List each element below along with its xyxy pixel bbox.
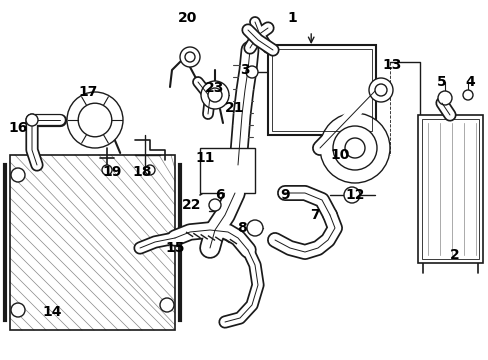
Text: 4: 4 <box>464 75 474 89</box>
Text: 11: 11 <box>195 151 214 165</box>
Text: 5: 5 <box>436 75 446 89</box>
Text: 19: 19 <box>102 165 122 179</box>
Circle shape <box>207 88 222 102</box>
Text: 17: 17 <box>78 85 98 99</box>
Text: 3: 3 <box>240 63 249 77</box>
Circle shape <box>368 78 392 102</box>
Circle shape <box>462 90 472 100</box>
Text: 18: 18 <box>132 165 151 179</box>
Circle shape <box>343 187 359 203</box>
Bar <box>200 148 254 193</box>
Text: 7: 7 <box>309 208 319 222</box>
Text: 20: 20 <box>178 11 197 25</box>
Circle shape <box>78 103 112 137</box>
Bar <box>267 45 375 135</box>
Bar <box>10 155 175 330</box>
Text: 22: 22 <box>182 198 202 212</box>
Text: 15: 15 <box>165 241 184 255</box>
Bar <box>271 49 371 131</box>
Text: 16: 16 <box>8 121 28 135</box>
Circle shape <box>11 168 25 182</box>
Text: 13: 13 <box>382 58 401 72</box>
Text: 8: 8 <box>237 221 246 235</box>
Bar <box>421 119 478 259</box>
Circle shape <box>180 47 200 67</box>
Circle shape <box>245 66 258 78</box>
Bar <box>417 115 482 263</box>
Circle shape <box>184 52 195 62</box>
Circle shape <box>437 91 451 105</box>
Circle shape <box>160 298 174 312</box>
Circle shape <box>26 114 38 126</box>
Text: 12: 12 <box>345 188 364 202</box>
Circle shape <box>11 303 25 317</box>
Circle shape <box>332 126 376 170</box>
Circle shape <box>319 113 389 183</box>
Circle shape <box>246 220 263 236</box>
Circle shape <box>201 81 228 109</box>
Circle shape <box>67 92 123 148</box>
Circle shape <box>208 199 221 211</box>
Text: 1: 1 <box>286 11 296 25</box>
Circle shape <box>102 165 112 175</box>
Text: 6: 6 <box>215 188 224 202</box>
Text: 9: 9 <box>280 188 289 202</box>
Text: 23: 23 <box>205 81 224 95</box>
Circle shape <box>145 165 155 175</box>
Circle shape <box>374 84 386 96</box>
Text: 2: 2 <box>449 248 459 262</box>
Text: 10: 10 <box>329 148 349 162</box>
Text: 14: 14 <box>42 305 61 319</box>
Text: 21: 21 <box>225 101 244 115</box>
Circle shape <box>345 138 364 158</box>
